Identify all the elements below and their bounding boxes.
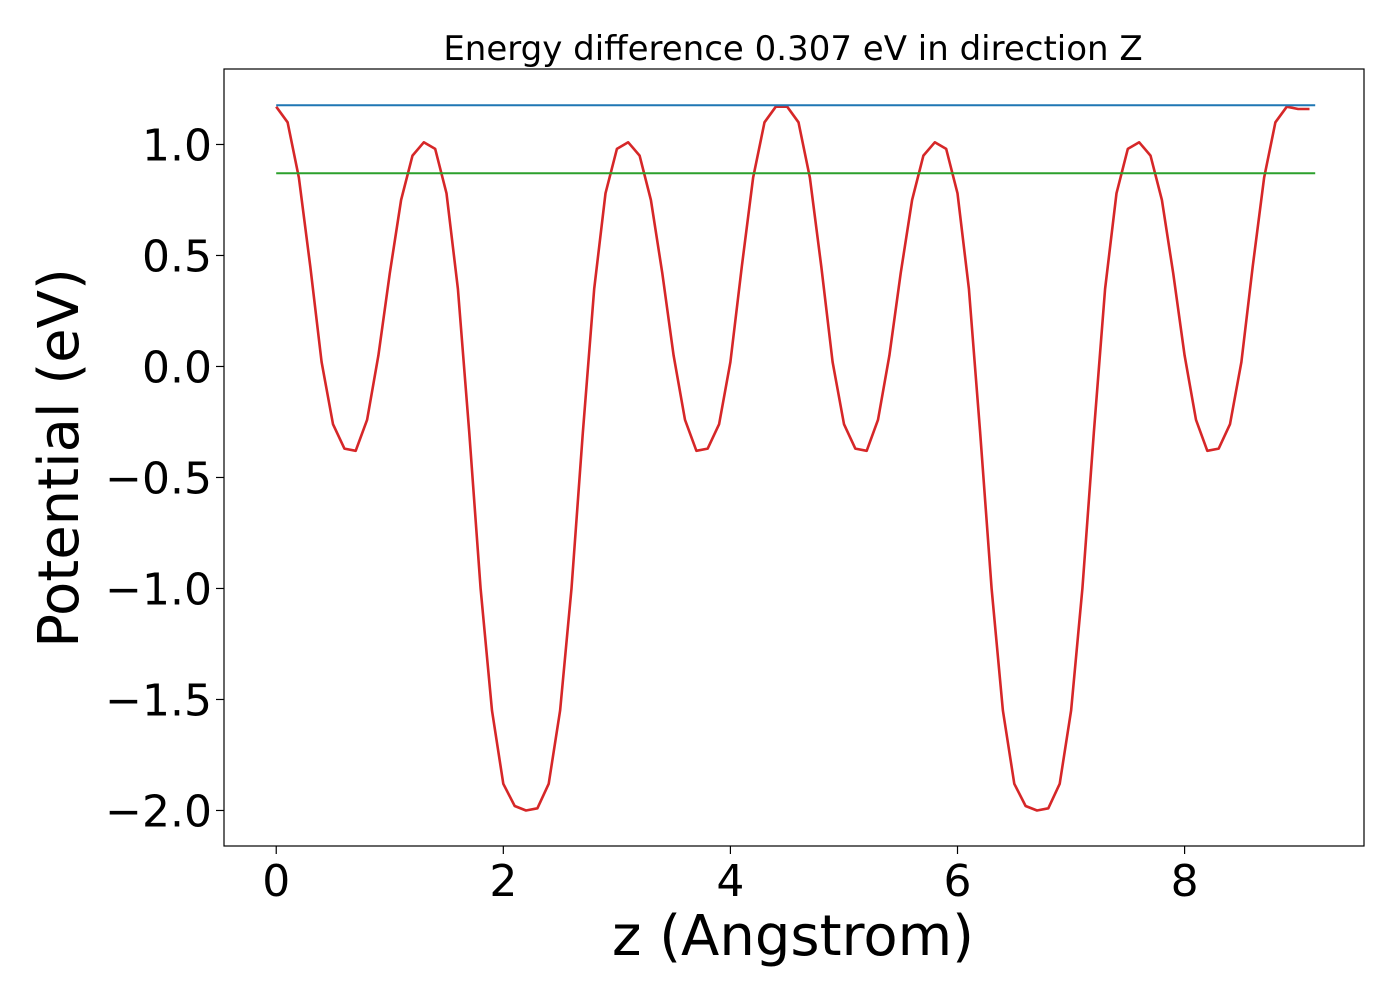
x-tick-label: 4 <box>716 856 744 907</box>
y-axis: 1.0 0.5 0.0 −0.5 −1.0 −1.5 −2.0 <box>105 120 224 837</box>
x-tick-label: 8 <box>1171 856 1199 907</box>
y-tick-label: 1.0 <box>142 120 212 171</box>
y-tick-label: −0.5 <box>105 453 212 504</box>
x-axis: 0 2 4 6 8 <box>262 846 1199 907</box>
y-tick-label: −1.5 <box>105 675 212 726</box>
x-axis-label: z (Angstrom) <box>612 904 974 969</box>
potential-curve-line <box>275 105 1310 812</box>
x-tick-label: 0 <box>262 856 290 907</box>
y-axis-label: Potential (eV) <box>27 268 92 648</box>
y-tick-label: −1.0 <box>105 564 212 615</box>
y-tick-label: 0.5 <box>142 231 212 282</box>
x-tick-label: 2 <box>489 856 517 907</box>
x-tick-label: 6 <box>944 856 972 907</box>
chart-title: Energy difference 0.307 eV in direction … <box>443 29 1142 69</box>
y-tick-label: 0.0 <box>142 342 212 393</box>
plot-area <box>275 104 1316 812</box>
y-tick-label: −2.0 <box>105 786 212 837</box>
axes-frame <box>223 68 1365 847</box>
